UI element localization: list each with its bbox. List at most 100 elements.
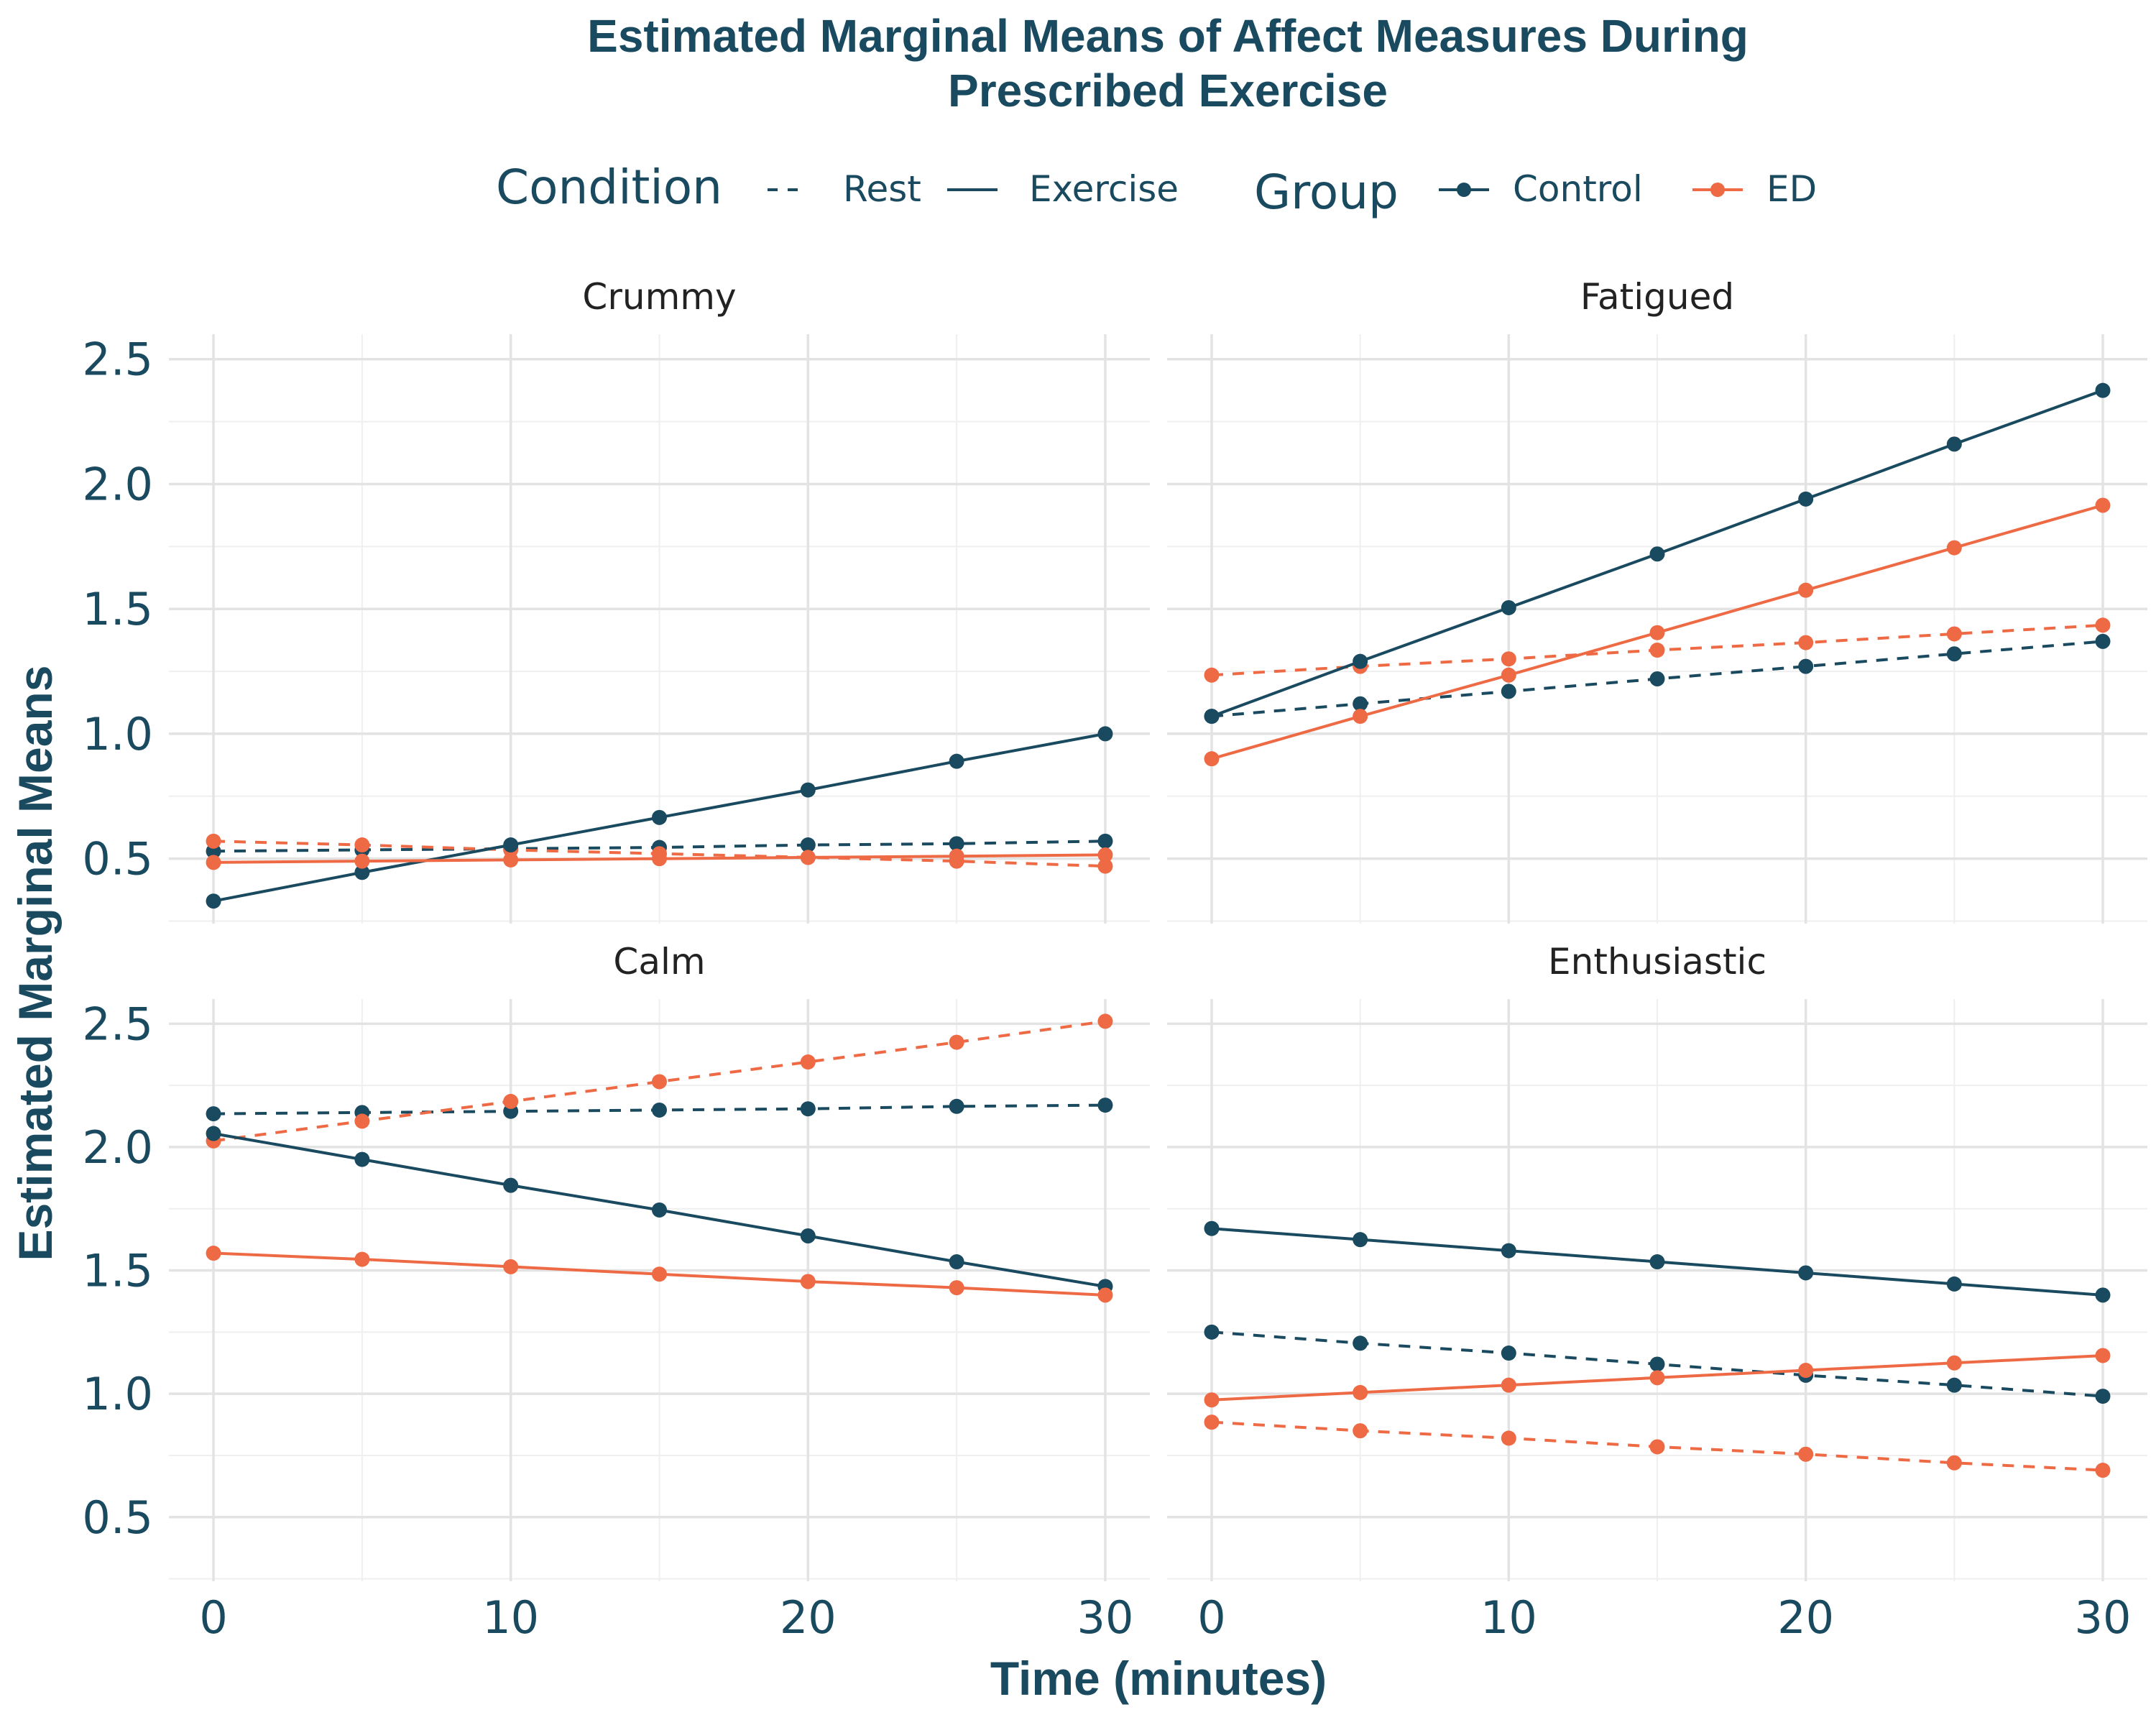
data-point: [800, 1054, 816, 1070]
legend-label-rest: Rest: [843, 168, 921, 210]
data-point: [206, 1246, 221, 1261]
data-point: [206, 893, 221, 909]
data-point: [1097, 1013, 1113, 1029]
data-point: [1501, 599, 1516, 615]
data-point: [652, 809, 667, 825]
x-tick-label: 30: [2075, 1591, 2132, 1644]
data-point: [800, 837, 816, 853]
series-calm-ed-exercise: [206, 1246, 1113, 1303]
data-point: [503, 852, 519, 868]
panel-enthusiastic: Enthusiastic 0 10 20 30: [1167, 941, 2147, 1644]
data-point: [1501, 1377, 1516, 1393]
data-point: [1501, 651, 1516, 667]
y-tick-label: 2.5: [82, 334, 153, 386]
y-tick-label: 0.5: [82, 833, 153, 886]
data-point: [354, 1251, 370, 1267]
data-point: [1501, 1430, 1516, 1446]
data-point: [652, 1202, 667, 1218]
data-point: [800, 1228, 816, 1243]
data-point: [2095, 382, 2111, 398]
data-point: [652, 1102, 667, 1118]
data-point: [354, 865, 370, 880]
legend-label-ed: ED: [1766, 168, 1817, 210]
data-point: [949, 1034, 964, 1050]
series-crummy-ed-exercise: [206, 847, 1113, 870]
data-point: [949, 753, 964, 769]
legend-item-rest: Rest: [768, 168, 921, 210]
x-tick-label: 0: [1197, 1591, 1225, 1644]
x-tick-label: 0: [199, 1591, 227, 1644]
data-point: [354, 1151, 370, 1167]
data-point: [503, 837, 519, 853]
data-point: [800, 1274, 816, 1289]
data-point: [2095, 1287, 2111, 1303]
legend-item-control: Control: [1439, 168, 1643, 210]
legend-key-control-point: [1457, 183, 1471, 197]
data-point: [503, 1093, 519, 1109]
x-tick-label: 20: [1777, 1591, 1834, 1644]
data-point: [1946, 646, 1962, 662]
data-point: [949, 1098, 964, 1114]
data-point: [1649, 643, 1665, 658]
data-point: [1097, 726, 1113, 742]
data-point: [354, 853, 370, 869]
panel-crummy: Crummy 0.5 1.0 1.5 2.0 2.5: [82, 276, 1150, 924]
panel-title-fatigued: Fatigued: [1580, 276, 1734, 318]
data-point: [1649, 1439, 1665, 1455]
panel-title-crummy: Crummy: [582, 276, 736, 318]
data-point: [1097, 858, 1113, 874]
legend: Condition Rest Exercise Group Control ED: [496, 160, 1817, 220]
series-calm-ed-rest: [206, 1013, 1113, 1149]
data-point: [1946, 626, 1962, 642]
data-point: [1097, 847, 1113, 862]
series-enthusiastic-ed-rest: [1204, 1414, 2111, 1478]
chart-title-line-1: Estimated Marginal Means of Affect Measu…: [587, 10, 1749, 62]
data-point: [1798, 658, 1814, 674]
data-point: [1798, 1363, 1814, 1379]
data-point: [206, 855, 221, 870]
data-point: [1204, 1220, 1220, 1236]
y-tick-label: 2.5: [82, 998, 153, 1050]
x-tick-label: 10: [1480, 1591, 1537, 1644]
data-point: [1946, 1455, 1962, 1471]
data-point: [1204, 1392, 1220, 1408]
data-point: [1946, 540, 1962, 556]
y-tick-label: 0.5: [82, 1491, 153, 1544]
legend-item-exercise: Exercise: [947, 168, 1179, 210]
data-point: [800, 1101, 816, 1117]
data-point: [1353, 1335, 1368, 1351]
data-point: [1798, 491, 1814, 507]
data-point: [1353, 709, 1368, 724]
data-point: [1649, 1370, 1665, 1386]
legend-title-group: Group: [1254, 165, 1399, 220]
data-point: [652, 1266, 667, 1282]
data-point: [503, 1259, 519, 1274]
data-point: [949, 1254, 964, 1270]
y-tick-label: 1.5: [82, 1245, 153, 1297]
y-tick-label: 1.0: [82, 708, 153, 760]
data-point: [1798, 1265, 1814, 1281]
data-point: [1204, 709, 1220, 724]
data-point: [1649, 671, 1665, 686]
panel-fatigued: Fatigued: [1167, 276, 2147, 924]
data-point: [2095, 1389, 2111, 1404]
data-point: [1798, 582, 1814, 598]
data-point: [2095, 497, 2111, 513]
x-tick-label: 10: [482, 1591, 539, 1644]
panel-title-calm: Calm: [613, 941, 705, 983]
legend-label-exercise: Exercise: [1029, 168, 1179, 210]
y-tick-label: 1.0: [82, 1368, 153, 1420]
data-point: [1353, 1423, 1368, 1439]
data-point: [652, 851, 667, 867]
data-point: [2095, 1348, 2111, 1363]
series-fatigued-ed-exercise: [1204, 497, 2111, 767]
data-point: [1353, 696, 1368, 712]
y-axis-label: Estimated Marginal Means: [9, 666, 62, 1261]
data-point: [1353, 1232, 1368, 1248]
legend-key-ed-point: [1710, 183, 1725, 197]
data-point: [1097, 1287, 1113, 1303]
data-point: [503, 1177, 519, 1193]
data-point: [949, 848, 964, 864]
y-tick-label: 1.5: [82, 583, 153, 635]
data-point: [1946, 1377, 1962, 1393]
